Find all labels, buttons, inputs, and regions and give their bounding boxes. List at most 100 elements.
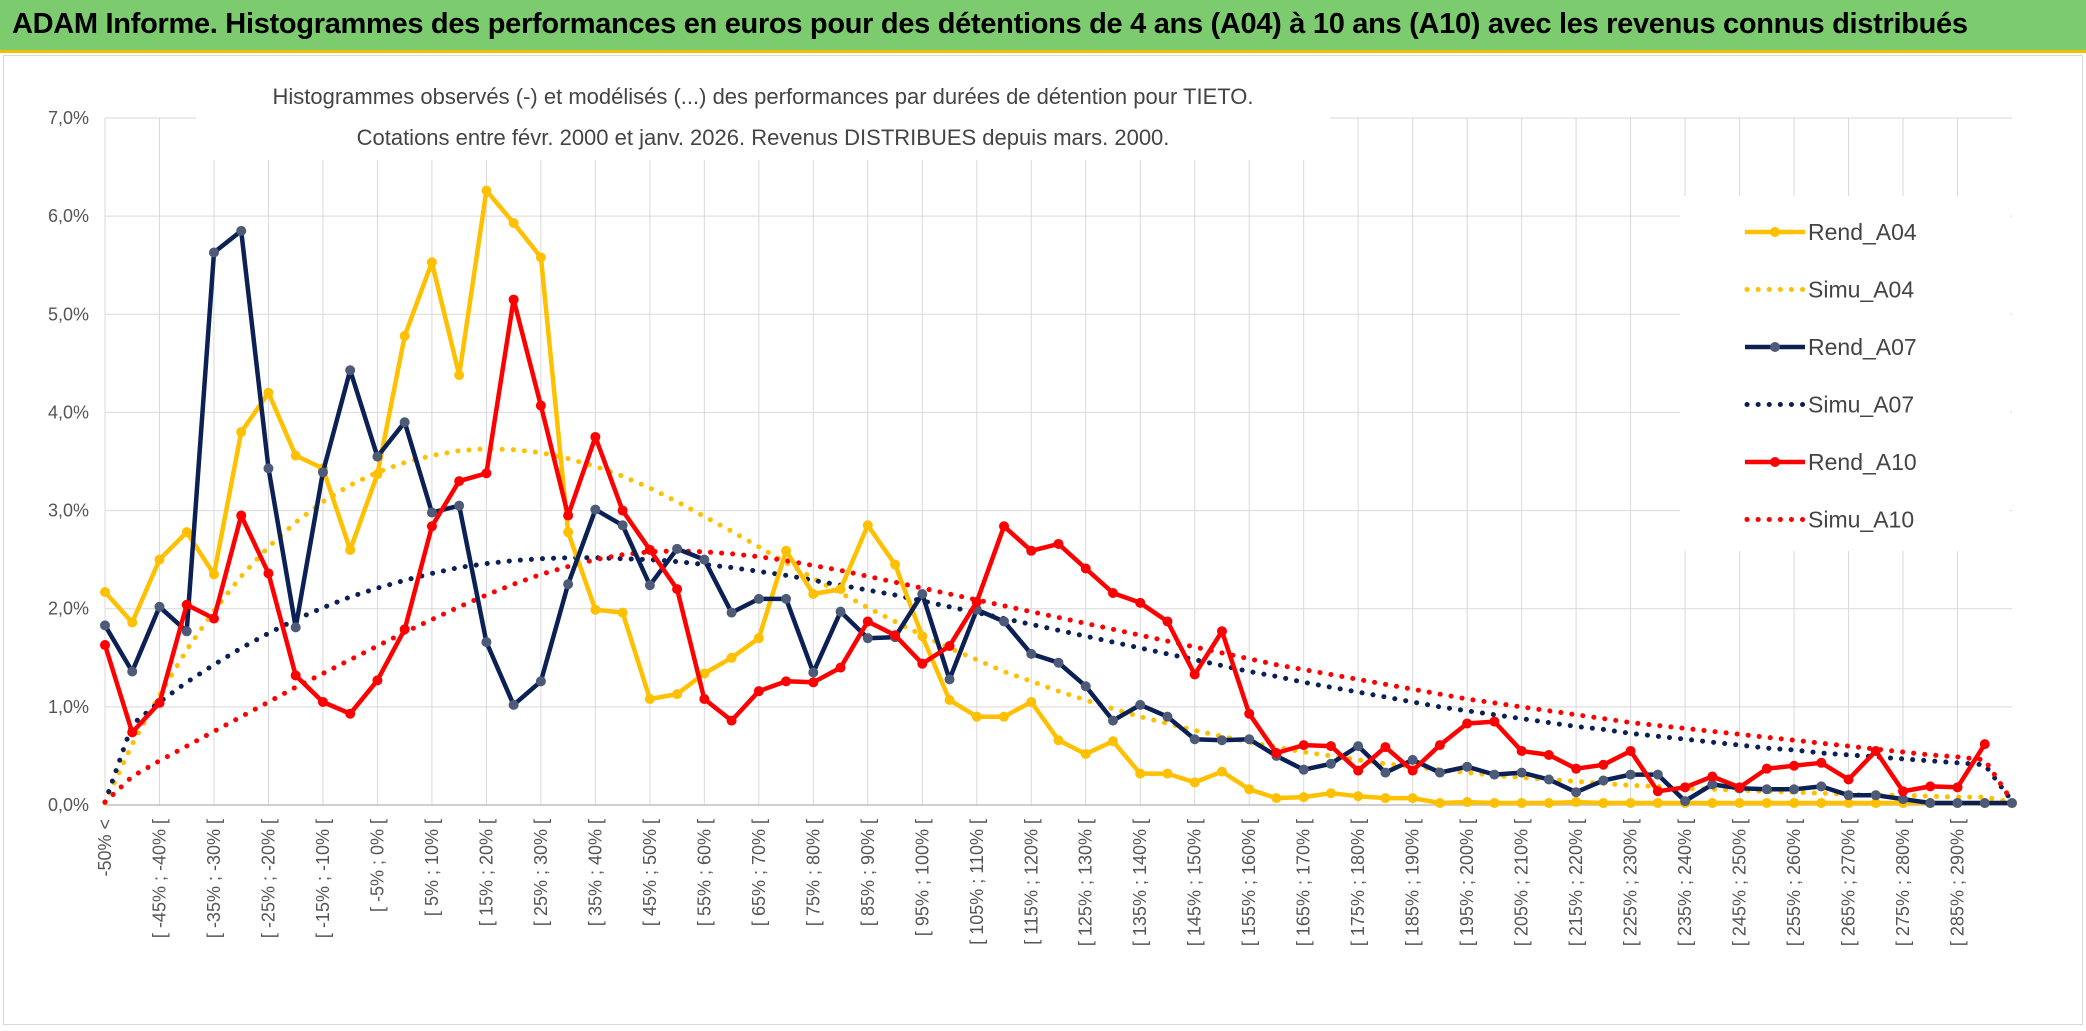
data-point-Rend_A10 [1053, 538, 1064, 549]
legend-marker-Rend_A04 [1770, 227, 1780, 237]
data-point-Rend_A10 [753, 686, 764, 697]
data-point-Rend_A07 [208, 247, 219, 258]
x-tick-label: [ 45% ; 50% [ [640, 819, 660, 926]
data-point-Rend_A07 [808, 667, 819, 678]
series-line-Rend_A10 [102, 297, 1987, 794]
data-point-Rend_A04 [672, 689, 683, 700]
x-tick-label: [ 275% ; 280% [ [1893, 819, 1913, 946]
data-point-Rend_A04 [1489, 798, 1500, 809]
data-point-Rend_A07 [1462, 761, 1473, 772]
data-point-Rend_A04 [1026, 696, 1037, 707]
data-point-Rend_A07 [1325, 758, 1336, 769]
legend-label-Simu_A04: Simu_A04 [1808, 277, 1914, 303]
data-point-Rend_A04 [263, 387, 274, 398]
y-tick-label: 1,0% [48, 697, 89, 717]
data-point-Rend_A10 [590, 431, 601, 442]
data-point-Rend_A07 [1707, 779, 1718, 790]
x-tick-label: [ 75% ; 80% [ [803, 819, 823, 926]
data-point-Rend_A07 [1107, 715, 1118, 726]
data-point-Rend_A10 [1543, 749, 1554, 760]
data-point-Rend_A04 [154, 554, 165, 565]
data-point-Rend_A07 [1489, 769, 1500, 780]
data-point-Rend_A04 [1325, 788, 1336, 799]
data-point-Rend_A07 [1189, 734, 1200, 745]
y-tick-label: 6,0% [48, 206, 89, 226]
data-point-Rend_A04 [563, 527, 574, 538]
data-point-Rend_A10 [454, 476, 465, 487]
data-point-Rend_A04 [644, 694, 655, 705]
x-tick-label: [ 265% ; 270% [ [1839, 819, 1859, 946]
data-point-Rend_A04 [345, 544, 356, 555]
data-point-Rend_A10 [1135, 597, 1146, 608]
data-point-Rend_A10 [726, 715, 737, 726]
data-point-Rend_A04 [426, 257, 437, 268]
data-point-Rend_A10 [1870, 746, 1881, 757]
data-point-Rend_A04 [1516, 798, 1527, 809]
x-tick-label: [ 15% ; 20% [ [476, 819, 496, 926]
data-point-Rend_A07 [1216, 735, 1227, 746]
data-point-Rend_A10 [1652, 786, 1663, 797]
data-point-Rend_A10 [563, 510, 574, 521]
data-point-Rend_A04 [1789, 798, 1800, 809]
data-point-Rend_A10 [1407, 765, 1418, 776]
data-point-Rend_A10 [1107, 588, 1118, 599]
data-point-Rend_A04 [808, 588, 819, 599]
data-point-Rend_A04 [127, 617, 138, 628]
data-point-Rend_A04 [1652, 798, 1663, 809]
data-point-Rend_A04 [372, 469, 383, 480]
data-point-Rend_A04 [454, 370, 465, 381]
banner-title: ADAM Informe. Histogrammes des performan… [12, 8, 1968, 40]
data-point-Rend_A07 [1571, 787, 1582, 798]
data-point-Rend_A07 [345, 365, 356, 376]
data-point-Rend_A04 [1353, 791, 1364, 802]
data-point-Rend_A10 [1189, 669, 1200, 680]
data-point-Rend_A04 [944, 694, 955, 705]
data-point-Rend_A04 [1271, 793, 1282, 804]
x-tick-label: [ 105% ; 110% [ [967, 819, 987, 945]
data-point-Rend_A04 [1462, 797, 1473, 808]
data-point-Rend_A10 [862, 616, 873, 627]
y-tick-label: 3,0% [48, 501, 89, 521]
data-point-Rend_A07 [426, 507, 437, 518]
data-point-Rend_A10 [181, 599, 192, 610]
data-point-Rend_A10 [1380, 742, 1391, 753]
data-point-Rend_A07 [1026, 648, 1037, 659]
data-point-Rend_A10 [1216, 626, 1227, 637]
data-point-Rend_A07 [1761, 784, 1772, 795]
data-point-Rend_A07 [1680, 796, 1691, 807]
series-layer [100, 185, 2017, 809]
data-point-Rend_A07 [236, 225, 247, 236]
data-point-Rend_A10 [1462, 718, 1473, 729]
x-tick-label: [ 175% ; 180% [ [1348, 819, 1368, 946]
data-point-Rend_A04 [617, 607, 628, 618]
data-point-Rend_A04 [1843, 798, 1854, 809]
data-point-Rend_A07 [999, 616, 1010, 627]
data-point-Rend_A10 [672, 584, 683, 595]
data-point-Rend_A07 [1162, 711, 1173, 722]
x-tick-label: [ 135% ; 140% [ [1130, 819, 1150, 946]
data-point-Rend_A10 [1489, 716, 1500, 727]
data-point-Rend_A04 [1761, 798, 1772, 809]
data-point-Rend_A07 [100, 620, 110, 631]
x-tick-label: [ 235% ; 240% [ [1675, 819, 1695, 946]
data-point-Rend_A04 [181, 527, 192, 538]
data-point-Rend_A10 [290, 670, 301, 681]
data-point-Rend_A07 [1053, 657, 1064, 668]
data-point-Rend_A07 [399, 417, 410, 428]
data-point-Rend_A07 [781, 593, 792, 604]
x-tick-label: [ 5% ; 10% [ [422, 819, 442, 916]
data-point-Rend_A10 [317, 696, 328, 707]
data-point-Rend_A04 [699, 668, 710, 679]
data-point-Rend_A10 [1625, 746, 1636, 757]
data-point-Rend_A07 [454, 500, 465, 511]
data-point-Rend_A07 [1244, 734, 1255, 745]
data-point-Rend_A07 [372, 451, 383, 462]
data-point-Rend_A04 [999, 711, 1010, 722]
data-point-Rend_A10 [127, 727, 138, 738]
legend-label-Rend_A04: Rend_A04 [1808, 219, 1917, 245]
data-point-Rend_A07 [1979, 798, 1990, 809]
data-point-Rend_A04 [399, 330, 410, 341]
data-point-Rend_A10 [1271, 747, 1282, 758]
data-point-Rend_A07 [1380, 767, 1391, 778]
data-point-Rend_A07 [1870, 790, 1881, 801]
